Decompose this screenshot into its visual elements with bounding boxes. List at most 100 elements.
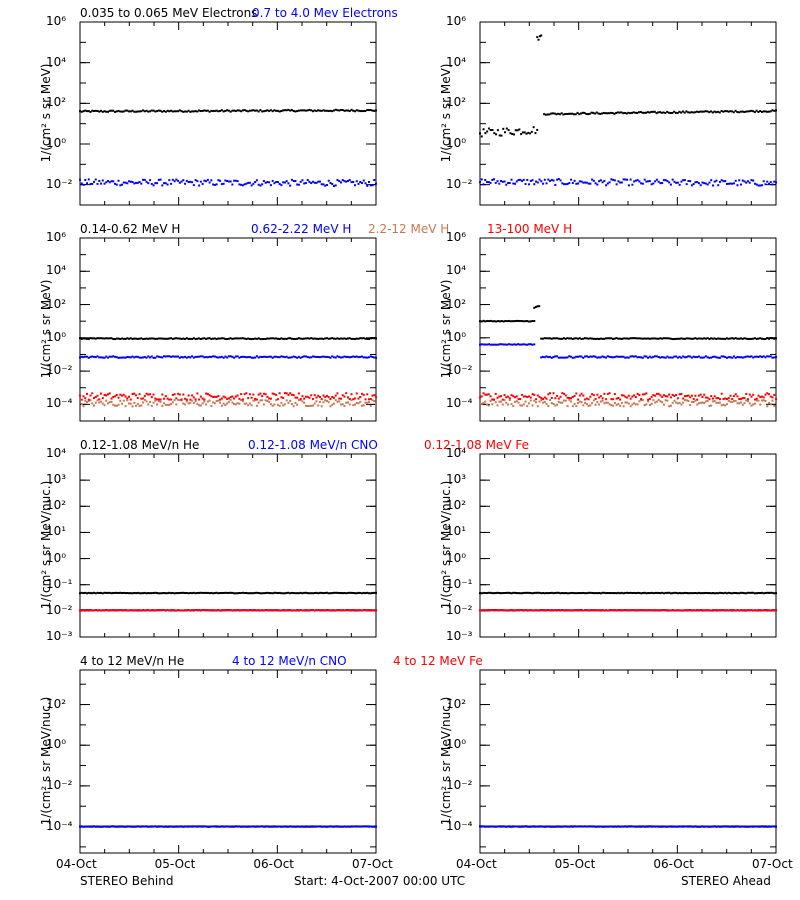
data-point — [306, 825, 309, 828]
data-point — [289, 825, 292, 828]
data-point — [662, 609, 665, 612]
data-point — [710, 337, 713, 340]
data-point — [301, 592, 304, 595]
data-point — [486, 609, 489, 612]
data-point — [136, 181, 139, 184]
data-point — [643, 825, 646, 828]
data-point — [583, 111, 586, 114]
data-point — [203, 179, 206, 182]
data-point — [538, 305, 541, 308]
data-point — [145, 392, 148, 395]
data-point — [508, 609, 511, 612]
data-point — [208, 355, 211, 358]
data-point — [366, 609, 369, 612]
data-point — [280, 110, 283, 113]
data-point — [196, 825, 199, 828]
data-point — [322, 109, 325, 112]
data-point — [753, 111, 756, 114]
data-point — [299, 397, 302, 400]
data-point — [753, 182, 756, 185]
data-point — [543, 113, 546, 116]
data-point — [318, 337, 321, 340]
data-point — [339, 825, 342, 828]
data-point — [620, 609, 623, 612]
data-point — [588, 112, 591, 115]
data-point — [569, 337, 572, 340]
data-point — [528, 591, 531, 594]
data-point — [643, 111, 646, 114]
data-point — [112, 825, 115, 828]
data-point — [201, 397, 204, 400]
data-point — [608, 181, 611, 184]
data-point — [220, 337, 223, 340]
data-point — [171, 110, 174, 113]
data-point — [352, 337, 355, 340]
data-point — [154, 591, 157, 594]
data-point — [100, 825, 103, 828]
data-point — [489, 319, 492, 322]
data-point — [196, 592, 199, 595]
data-point — [117, 396, 120, 399]
data-point — [353, 609, 356, 612]
data-point — [86, 401, 89, 404]
data-point — [760, 399, 763, 402]
data-point — [549, 392, 552, 395]
data-point — [352, 109, 355, 112]
data-point — [217, 356, 220, 359]
data-point — [773, 180, 776, 183]
data-point — [650, 825, 653, 828]
data-point — [615, 337, 618, 340]
data-point — [669, 183, 672, 186]
data-point — [699, 337, 702, 340]
data-point — [627, 356, 630, 359]
data-point — [331, 355, 334, 358]
data-point — [332, 109, 335, 112]
data-point — [706, 825, 709, 828]
data-point — [623, 111, 626, 114]
data-point — [739, 609, 742, 612]
data-point — [208, 825, 211, 828]
data-point — [598, 337, 601, 340]
data-point — [108, 181, 111, 184]
data-point — [673, 110, 676, 113]
data-point — [87, 609, 90, 612]
data-point — [626, 337, 629, 340]
data-point — [493, 592, 496, 595]
data-point — [205, 403, 208, 406]
data-point — [633, 355, 636, 358]
data-point — [769, 181, 772, 184]
data-point — [276, 592, 279, 595]
data-point — [496, 396, 499, 399]
data-point — [157, 592, 160, 595]
data-point — [764, 393, 767, 396]
data-point — [760, 825, 763, 828]
data-point — [229, 591, 232, 594]
data-point — [659, 182, 662, 185]
data-point — [755, 825, 758, 828]
data-point — [343, 109, 346, 112]
data-point — [647, 825, 650, 828]
data-point — [510, 394, 513, 397]
data-point — [87, 398, 90, 401]
data-point — [620, 394, 623, 397]
data-point — [534, 132, 537, 135]
data-point — [98, 592, 101, 595]
data-point — [126, 182, 129, 185]
data-point — [315, 825, 318, 828]
data-point — [131, 355, 134, 358]
data-point — [524, 395, 527, 398]
data-point — [136, 110, 139, 113]
data-point — [519, 404, 522, 407]
data-point — [555, 337, 558, 340]
data-point — [552, 609, 555, 612]
data-point — [101, 825, 104, 828]
data-point — [494, 181, 497, 184]
data-point — [669, 396, 672, 399]
data-point — [545, 402, 548, 405]
data-point — [659, 356, 662, 359]
data-point — [606, 182, 609, 185]
data-point — [690, 184, 693, 187]
data-point — [171, 337, 174, 340]
data-point — [764, 609, 767, 612]
data-point — [638, 356, 641, 359]
